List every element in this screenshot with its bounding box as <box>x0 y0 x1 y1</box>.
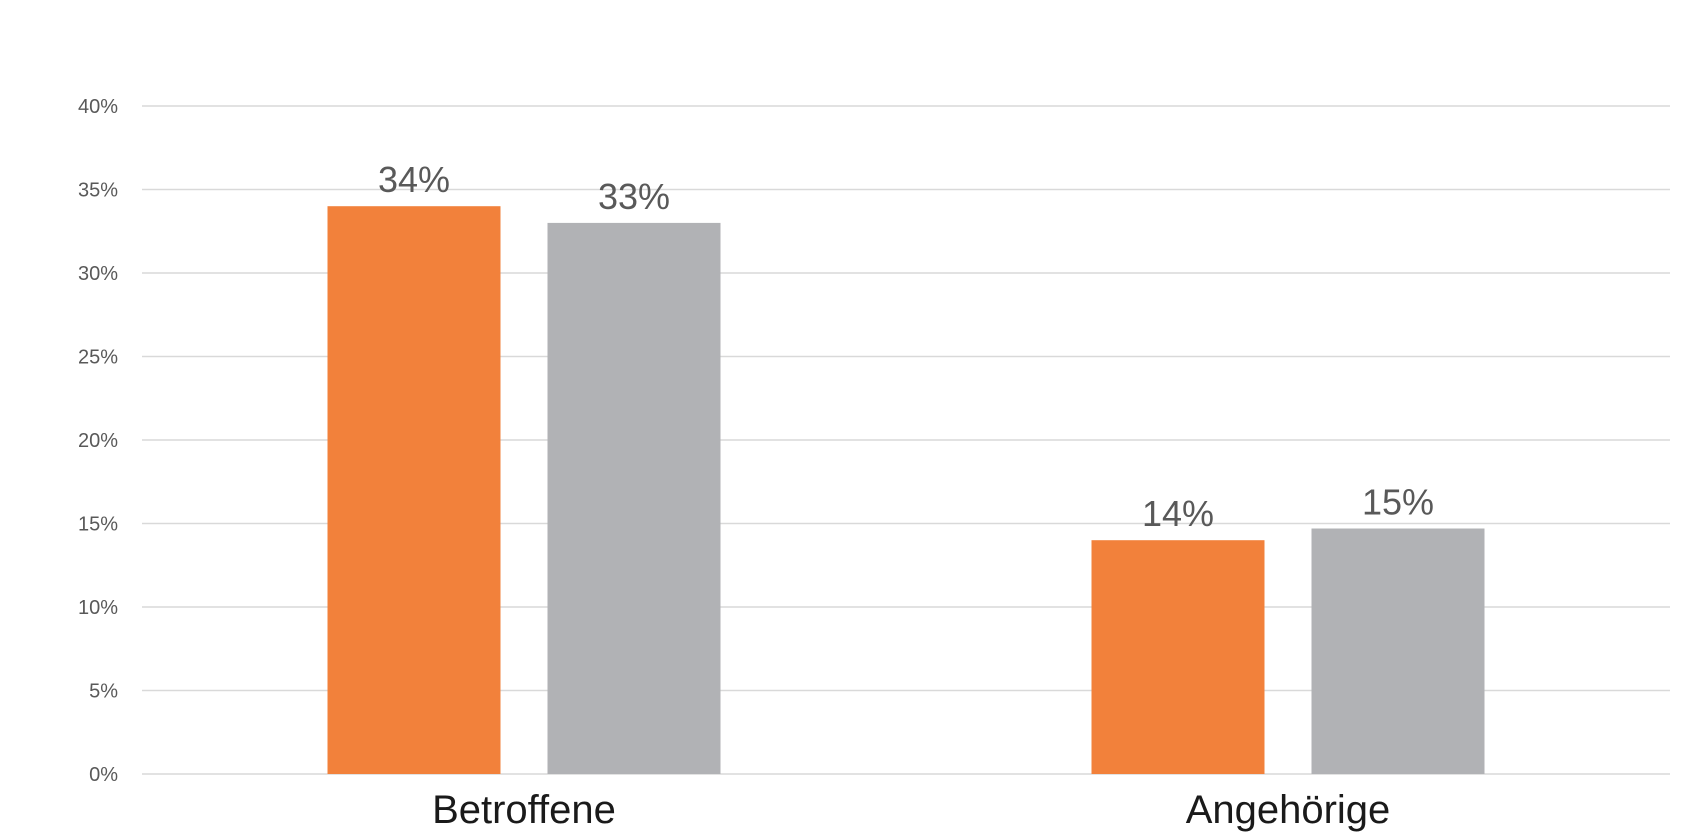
x-category-label: Betroffene <box>432 788 616 832</box>
bars <box>327 206 1485 774</box>
data-label: 34% <box>378 159 450 200</box>
y-tick-label: 15% <box>78 514 118 536</box>
data-label: 15% <box>1362 482 1434 523</box>
x-axis: Betroffene Angehörige <box>432 788 1390 832</box>
y-tick-label: 35% <box>78 180 118 202</box>
y-tick-label: 40% <box>78 96 118 118</box>
y-tick-label: 5% <box>89 681 118 703</box>
bar <box>1311 528 1485 774</box>
y-tick-label: 10% <box>78 597 118 619</box>
data-labels: 34% 33% 14% 15% <box>378 159 1434 534</box>
data-label: 14% <box>1142 493 1214 534</box>
y-tick-label: 20% <box>78 430 118 452</box>
y-tick-label: 30% <box>78 263 118 285</box>
y-tick-label: 0% <box>89 764 118 786</box>
x-category-label: Angehörige <box>1186 788 1391 832</box>
bar <box>1091 540 1265 774</box>
y-axis: 0% 5% 10% 15% 20% 25% 30% 35% 40% <box>78 96 118 786</box>
bar <box>547 222 721 774</box>
data-label: 33% <box>598 176 670 217</box>
bar <box>327 206 501 774</box>
y-tick-label: 25% <box>78 347 118 369</box>
